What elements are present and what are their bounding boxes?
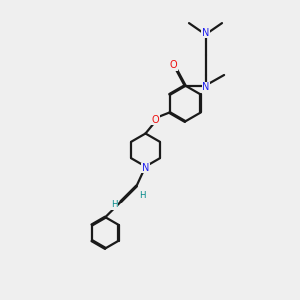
Text: N: N [202, 28, 209, 38]
Text: N: N [142, 163, 149, 173]
Text: N: N [202, 82, 210, 92]
Text: O: O [170, 60, 178, 70]
Text: O: O [152, 115, 159, 125]
Text: H: H [111, 200, 118, 209]
Text: H: H [139, 191, 145, 200]
